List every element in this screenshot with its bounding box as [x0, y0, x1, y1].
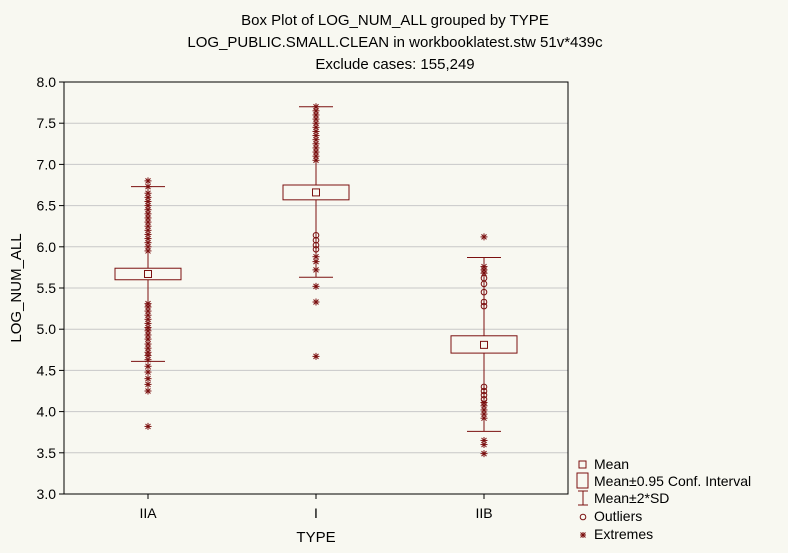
mean-marker [312, 188, 320, 197]
extreme-point [144, 193, 152, 201]
extreme-point [312, 127, 320, 135]
outlier-point [480, 288, 488, 296]
y-tick-label: 3.0 [37, 486, 57, 502]
box-group [450, 233, 518, 458]
y-tick-label: 5.5 [37, 280, 57, 296]
mean-marker [144, 269, 152, 278]
legend-mean-label: Mean [594, 456, 629, 472]
extreme-point [144, 177, 152, 185]
y-tick-label: 7.0 [37, 156, 57, 172]
outlier-point [480, 302, 488, 310]
extreme-point [144, 331, 152, 339]
box-group [114, 177, 182, 430]
outlier-point [312, 241, 320, 249]
extreme-point [312, 144, 320, 152]
extreme-point [144, 387, 152, 395]
outlier-point [480, 383, 488, 391]
legend-outlier-symbol [579, 513, 587, 521]
legend-sd-symbol [578, 490, 588, 506]
chart-subtitle-2: Exclude cases: 155,249 [315, 56, 474, 73]
outlier-point [480, 387, 488, 395]
legend-sd-label: Mean±2*SD [594, 490, 669, 506]
y-tick-label: 6.5 [37, 198, 57, 214]
legend-outliers-label: Outliers [594, 508, 642, 524]
extreme-point [312, 103, 320, 111]
mean-marker [480, 340, 488, 349]
extreme-point [312, 352, 320, 360]
extreme-point [312, 119, 320, 127]
extreme-point [480, 233, 488, 241]
y-tick-label: 5.0 [37, 321, 57, 337]
extreme-point [480, 441, 488, 449]
extreme-point [312, 111, 320, 119]
extreme-point [144, 189, 152, 197]
extreme-point [144, 362, 152, 370]
extreme-point [144, 380, 152, 388]
y-axis-label: LOG_NUM_ALL [8, 233, 25, 342]
outlier-point [312, 245, 320, 253]
extreme-point [480, 450, 488, 458]
y-tick-label: 6.0 [37, 239, 57, 255]
x-tick-label: I [314, 505, 318, 521]
outlier-point [312, 236, 320, 244]
extreme-point [480, 399, 488, 407]
extreme-point [312, 253, 320, 261]
extreme-point [312, 152, 320, 160]
extreme-point [312, 136, 320, 144]
legend-ci-label: Mean±0.95 Conf. Interval [594, 473, 751, 489]
y-tick-label: 4.5 [37, 362, 57, 378]
extreme-point [480, 263, 488, 271]
chart-subtitle: LOG_PUBLIC.SMALL.CLEAN in workbooklatest… [187, 34, 603, 51]
chart-title: Box Plot of LOG_NUM_ALL grouped by TYPE [241, 12, 549, 29]
x-tick-label: IIB [475, 505, 492, 521]
legend-mean-symbol [578, 460, 587, 469]
outlier-point [480, 298, 488, 306]
outlier-point [480, 391, 488, 399]
extreme-point [312, 282, 320, 290]
outlier-point [312, 231, 320, 239]
extreme-point [312, 123, 320, 131]
extreme-point [144, 375, 152, 383]
ci-box [114, 267, 182, 281]
extreme-point [144, 368, 152, 376]
legend-ci-symbol [576, 472, 589, 489]
extreme-point [144, 300, 152, 308]
y-axis-ticks: 3.0 3.5 4.0 4.5 5.0 5.5 6.0 6.5 7.0 7.5 8.0 [37, 74, 64, 502]
box-group [282, 103, 350, 360]
y-tick-label: 8.0 [37, 74, 57, 90]
y-tick-label: 4.0 [37, 404, 57, 420]
y-tick-label: 3.5 [37, 445, 57, 461]
ci-box [282, 184, 350, 201]
y-tick-label: 7.5 [37, 115, 57, 131]
legend: Mean Mean±0.95 Conf. Interval Mean±2*SD … [576, 456, 751, 542]
x-axis-ticks: IIA I IIB [139, 494, 493, 521]
ci-box [450, 335, 518, 354]
extreme-point [312, 298, 320, 306]
extreme-point [144, 210, 152, 218]
extreme-point [480, 436, 488, 444]
legend-extreme-symbol [580, 532, 586, 538]
x-axis-label: TYPE [296, 529, 335, 546]
legend-extremes-label: Extremes [594, 526, 653, 542]
x-tick-label: IIA [139, 505, 157, 521]
extreme-point [312, 266, 320, 274]
box-marks [114, 103, 518, 458]
extreme-point [144, 422, 152, 430]
plot-frame [63, 81, 569, 495]
